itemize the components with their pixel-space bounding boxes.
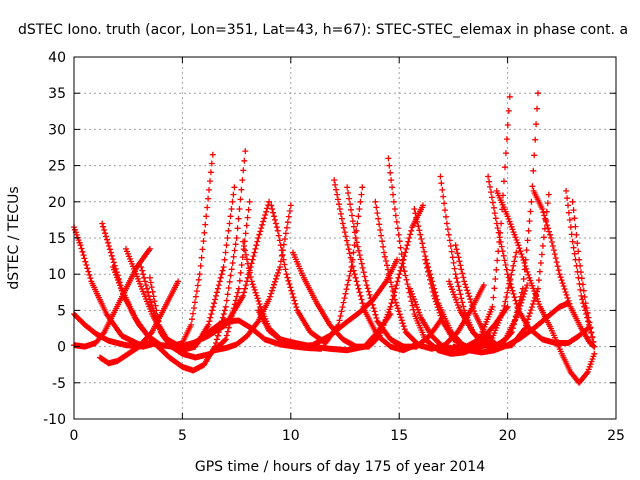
x-tick-label: 15 [390,428,408,444]
data-series-5 [97,278,182,367]
x-axis-label: GPS time / hours of day 175 of year 2014 [195,459,485,475]
data-point-marks [344,184,446,350]
x-tick-label: 20 [499,428,517,444]
y-tick-label: 35 [48,86,66,102]
data-series-6 [110,148,249,374]
chart-title: dSTEC Iono. truth (acor, Lon=351, Lat=43… [18,22,628,38]
y-tick-label: 20 [48,195,66,211]
y-tick-labels: -10 -5 0 5 10 15 20 25 30 35 40 [43,50,66,428]
axis-ticks [73,56,617,420]
data-series [71,90,598,386]
data-point-marks [268,184,366,346]
data-point-marks [450,300,572,356]
x-tick-labels: 0 5 10 15 20 25 [70,428,625,444]
data-series-27 [493,187,598,386]
data-point-marks [422,93,513,350]
data-point-marks [530,187,598,350]
y-tick-label: 25 [48,159,66,175]
data-series-28 [530,187,598,350]
data-point-marks [493,187,598,386]
data-point-marks [569,198,598,350]
y-tick-label: -10 [43,412,66,428]
y-tick-label: 10 [48,267,66,283]
y-axis-label: dSTEC / TECUs [6,186,22,289]
data-series-22 [422,93,513,350]
y-tick-label: 30 [48,122,66,138]
y-tick-label: -5 [52,376,66,392]
y-tick-label: 40 [48,50,66,66]
data-series-11 [211,202,294,354]
x-tick-label: 10 [282,428,300,444]
y-tick-label: 0 [57,340,66,356]
data-series-31 [450,300,572,356]
x-tick-label: 25 [607,428,625,444]
data-series-30 [569,198,598,350]
y-tick-label: 5 [57,303,66,319]
x-tick-label: 0 [70,428,79,444]
data-series-17 [344,184,446,350]
data-point-marks [110,148,249,374]
data-point-marks [97,278,182,367]
data-series-14 [268,184,366,346]
data-point-marks [211,202,294,354]
y-tick-label: 15 [48,231,66,247]
grid-lines [74,57,616,419]
x-tick-label: 5 [178,428,187,444]
